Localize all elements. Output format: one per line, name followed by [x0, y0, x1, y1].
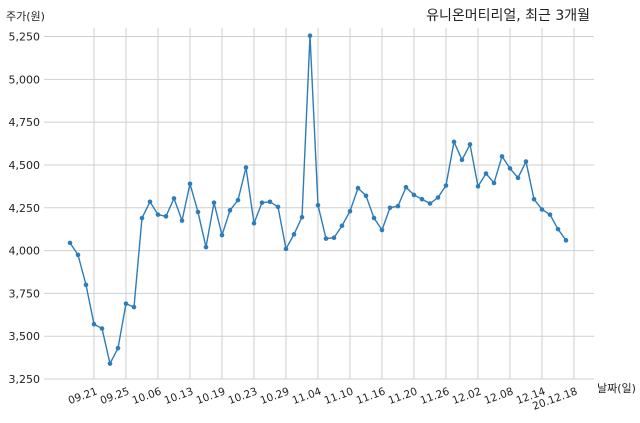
data-point [115, 345, 121, 351]
data-point [195, 209, 201, 215]
data-point [147, 199, 153, 205]
data-point [179, 218, 185, 223]
data-point [291, 232, 297, 237]
data-point [403, 184, 409, 190]
data-point [451, 139, 457, 145]
data-point [475, 184, 481, 189]
y-tick-label: 3,500 [9, 330, 41, 343]
data-point [243, 165, 249, 170]
x-tick-label: 11.16 [355, 385, 388, 407]
data-point [323, 236, 329, 241]
data-point [171, 196, 177, 201]
data-point [515, 175, 521, 181]
chart-title: 유니온머티리얼, 최근 3개월 [426, 8, 590, 24]
data-point [547, 212, 553, 217]
x-axis-ticks: 09.21 09.25 10.06 10.13 10.19 10.23 10.29 11.04… [67, 385, 579, 412]
data-point [187, 181, 193, 187]
data-point [427, 201, 433, 206]
y-tick-label: 3,250 [9, 373, 41, 386]
y-tick-label: 4,000 [9, 245, 41, 258]
x-tick-label: 09.25 [99, 386, 131, 408]
x-tick-label: 10.29 [259, 386, 291, 408]
data-point [75, 252, 81, 258]
grid [44, 28, 594, 380]
data-point [211, 200, 217, 205]
data-point [155, 212, 161, 217]
x-tick-label: 10.19 [195, 386, 227, 408]
data-point [163, 214, 169, 219]
data-point [467, 142, 473, 147]
data-point [459, 157, 465, 163]
x-tick-label: 11.04 [291, 385, 324, 407]
y-tick-label: 5,250 [9, 31, 41, 44]
data-point [315, 202, 321, 208]
x-tick-label: 11.20 [387, 386, 419, 408]
data-point [499, 154, 505, 159]
data-point [419, 196, 425, 202]
data-point [347, 208, 353, 214]
data-point [355, 185, 361, 191]
data-point [387, 205, 393, 211]
data-point [379, 227, 385, 233]
data-point [435, 195, 441, 200]
data-point [107, 361, 113, 366]
data-point [555, 226, 561, 232]
x-tick-label: 11.10 [323, 386, 355, 408]
data-point [99, 326, 105, 331]
data-point [123, 301, 129, 306]
data-point [259, 200, 265, 205]
data-point [283, 246, 289, 252]
y-tick-label: 4,500 [9, 159, 41, 172]
x-tick-label: 11.26 [419, 385, 452, 407]
data-point [91, 321, 97, 327]
data-point [395, 203, 401, 209]
x-tick-label: 10.06 [131, 385, 164, 407]
data-point [203, 244, 209, 250]
x-tick-label: 10.13 [163, 386, 195, 408]
data-point [275, 204, 281, 210]
data-point [227, 208, 233, 213]
x-tick-label: 12.02 [451, 386, 483, 408]
x-tick-label: 12.08 [483, 386, 515, 408]
data-point [331, 235, 337, 241]
y-tick-label: 4,750 [9, 116, 41, 129]
data-point [531, 196, 537, 202]
data-point [411, 192, 417, 198]
data-point [83, 282, 89, 288]
data-point [371, 215, 377, 221]
data-point [539, 207, 545, 212]
y-tick-label: 5,000 [9, 73, 41, 86]
x-axis-label: 날짜(일) [597, 381, 636, 395]
data-point [139, 215, 145, 221]
data-point [507, 166, 513, 171]
data-point [491, 180, 497, 186]
x-tick-label: 10.23 [227, 386, 259, 408]
y-axis-ticks: 3,250 3,500 3,750 4,000 4,250 4,500 4,750 5,000… [9, 31, 41, 386]
data-point [483, 171, 489, 176]
data-point [363, 193, 369, 199]
data-point [235, 197, 241, 203]
data-point [307, 33, 313, 39]
price-points [67, 33, 569, 366]
data-point [563, 238, 569, 243]
data-point [251, 220, 257, 226]
data-point [299, 214, 305, 220]
data-point [443, 183, 449, 188]
y-tick-label: 3,750 [9, 287, 41, 300]
data-point [267, 199, 273, 205]
y-axis-label: 주가(원) [6, 10, 45, 23]
data-point [523, 159, 529, 164]
x-tick-label: 09.21 [67, 386, 99, 408]
data-point [219, 232, 225, 238]
y-tick-label: 4,250 [9, 202, 41, 215]
data-point [339, 223, 345, 229]
data-point [67, 240, 73, 246]
data-point [131, 304, 137, 310]
